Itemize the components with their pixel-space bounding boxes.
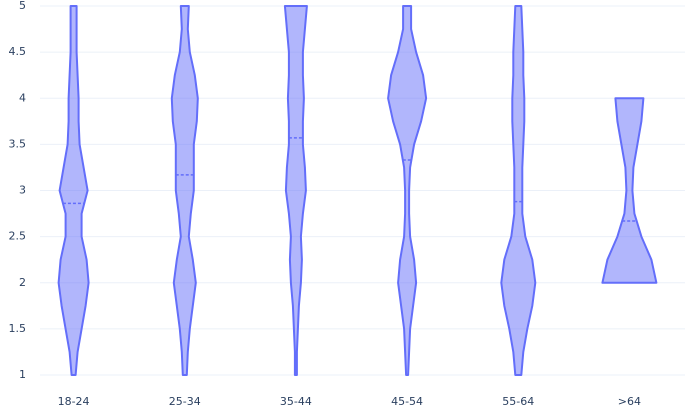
x-tick-label: 18-24 — [58, 395, 90, 408]
x-tick-label: 35-44 — [280, 395, 312, 408]
violin — [601, 97, 658, 284]
x-tick-label: >64 — [618, 395, 641, 408]
y-tick-label: 3.5 — [9, 137, 27, 150]
violin — [170, 5, 199, 376]
violin — [500, 5, 537, 376]
y-tick-label: 5 — [19, 0, 26, 12]
y-tick-label: 3 — [19, 184, 26, 197]
y-tick-label: 2.5 — [9, 230, 27, 243]
violin — [57, 5, 90, 376]
y-tick-label: 4 — [19, 91, 26, 104]
y-tick-label: 2 — [19, 276, 26, 289]
y-tick-label: 4.5 — [9, 45, 27, 58]
x-tick-label: 45-54 — [391, 395, 423, 408]
y-tick-label: 1 — [19, 368, 26, 381]
x-tick-label: 55-64 — [502, 395, 534, 408]
y-tick-label: 1.5 — [9, 322, 27, 335]
violin — [283, 5, 308, 376]
violin — [387, 5, 428, 376]
x-tick-label: 25-34 — [169, 395, 201, 408]
